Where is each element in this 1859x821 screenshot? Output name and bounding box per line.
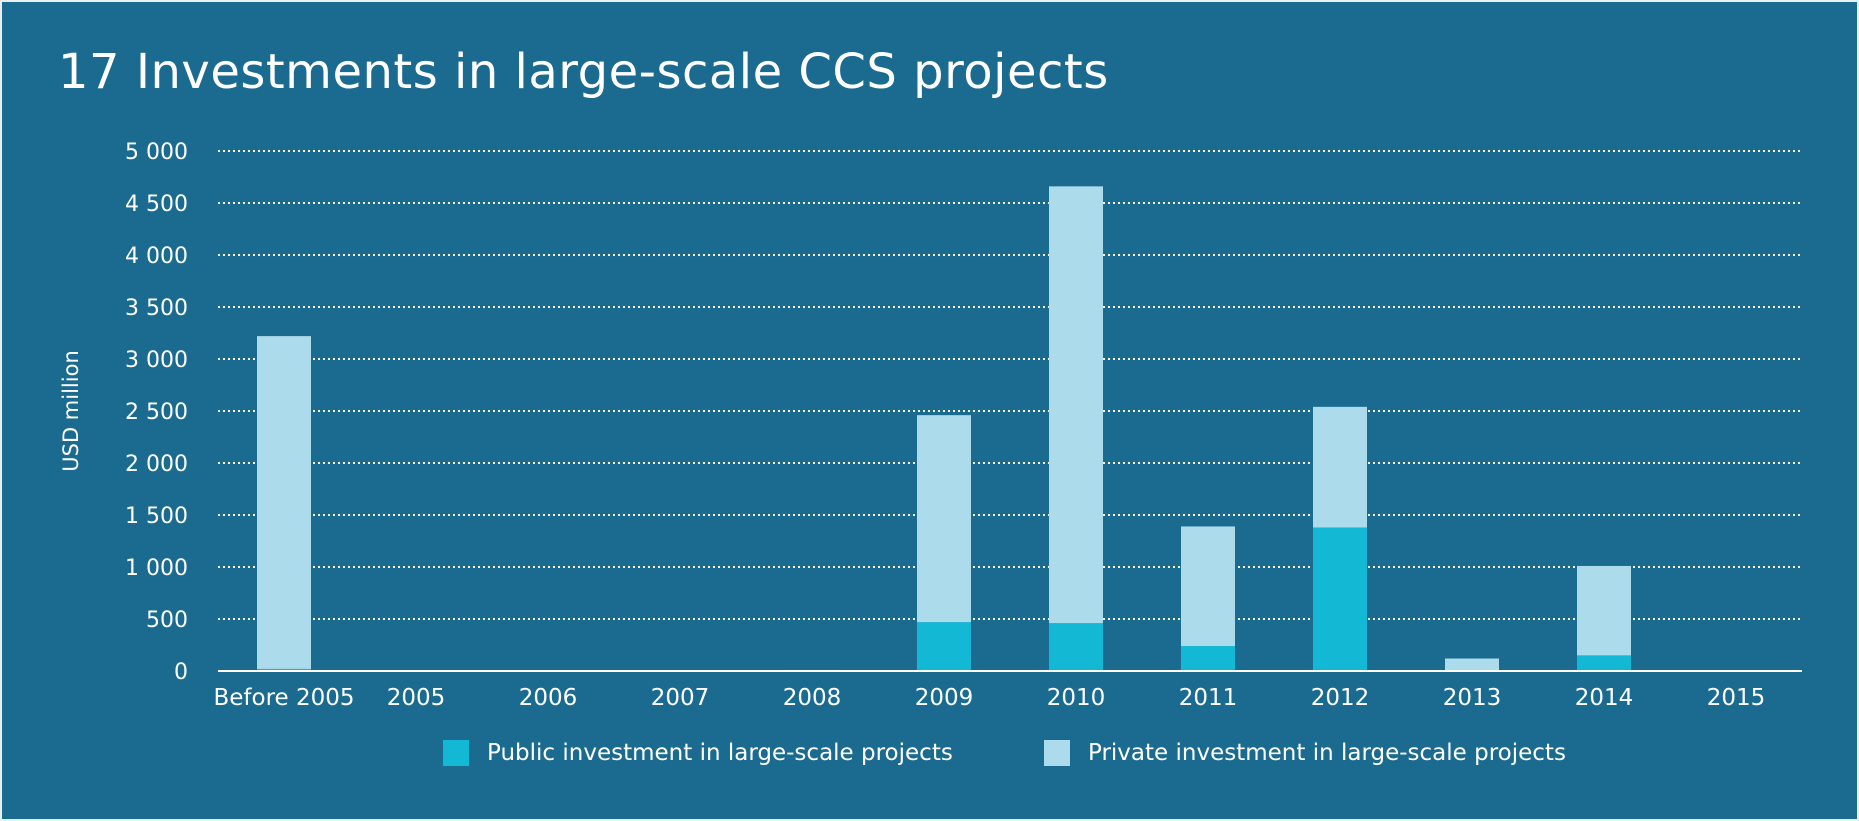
y-tick-label: 4 000 <box>125 244 188 269</box>
bar-private <box>1181 526 1235 647</box>
bar-private <box>1313 406 1367 528</box>
y-tick-label: 3 500 <box>125 296 188 321</box>
x-tick-label: 2010 <box>1047 685 1106 711</box>
y-tick-label: 2 000 <box>125 452 188 477</box>
y-tick-label: 0 <box>174 660 188 685</box>
x-tick-label: 2005 <box>387 685 446 711</box>
y-tick-label: 1 000 <box>125 556 188 581</box>
x-tick-label: Before 2005 <box>213 685 354 711</box>
legend-swatch-private <box>1044 740 1070 766</box>
y-tick-label: 5 000 <box>125 140 188 165</box>
bar-private <box>257 336 311 669</box>
x-tick-label: 2014 <box>1575 685 1634 711</box>
y-axis-ticks: 0 500 1 000 1 500 2 000 2 500 3 000 3 500 4 000 4… <box>125 140 188 685</box>
chart-title: 17 Investments in large-scale CCS projec… <box>58 44 1109 100</box>
bar-public <box>1313 527 1367 671</box>
gridlines <box>218 150 1802 620</box>
y-axis-label: USD million <box>59 350 83 472</box>
x-tick-label: 2008 <box>783 685 842 711</box>
y-tick-label: 2 500 <box>125 400 188 425</box>
bar-public <box>917 622 971 671</box>
x-tick-label: 2007 <box>651 685 710 711</box>
y-tick-label: 4 500 <box>125 192 188 217</box>
x-tick-label: 2015 <box>1707 685 1766 711</box>
bar-public <box>1181 646 1235 671</box>
legend-swatch-public <box>443 740 469 766</box>
bar-private <box>1577 565 1631 656</box>
bar-private <box>1445 658 1499 671</box>
x-axis-ticks: Before 2005 2005 2006 2007 2008 2009 2010 2011 2… <box>213 685 1765 711</box>
x-tick-label: 2006 <box>519 685 578 711</box>
bars <box>257 186 1631 671</box>
y-tick-label: 3 000 <box>125 348 188 373</box>
x-tick-label: 2011 <box>1179 685 1238 711</box>
bar-private <box>917 415 971 623</box>
legend-item-private: Private investment in large-scale projec… <box>1044 738 1566 768</box>
bar-public <box>1049 623 1103 671</box>
y-tick-label: 1 500 <box>125 504 188 529</box>
bar-public <box>257 668 311 671</box>
x-tick-label: 2009 <box>915 685 974 711</box>
legend-item-public: Public investment in large-scale project… <box>443 738 953 768</box>
legend-label-private: Private investment in large-scale projec… <box>1088 740 1566 766</box>
bar-private <box>1049 186 1103 624</box>
x-tick-label: 2013 <box>1443 685 1502 711</box>
x-tick-label: 2012 <box>1311 685 1370 711</box>
legend-label-public: Public investment in large-scale project… <box>487 740 953 766</box>
bar-public <box>1577 655 1631 671</box>
y-tick-label: 500 <box>146 608 188 633</box>
